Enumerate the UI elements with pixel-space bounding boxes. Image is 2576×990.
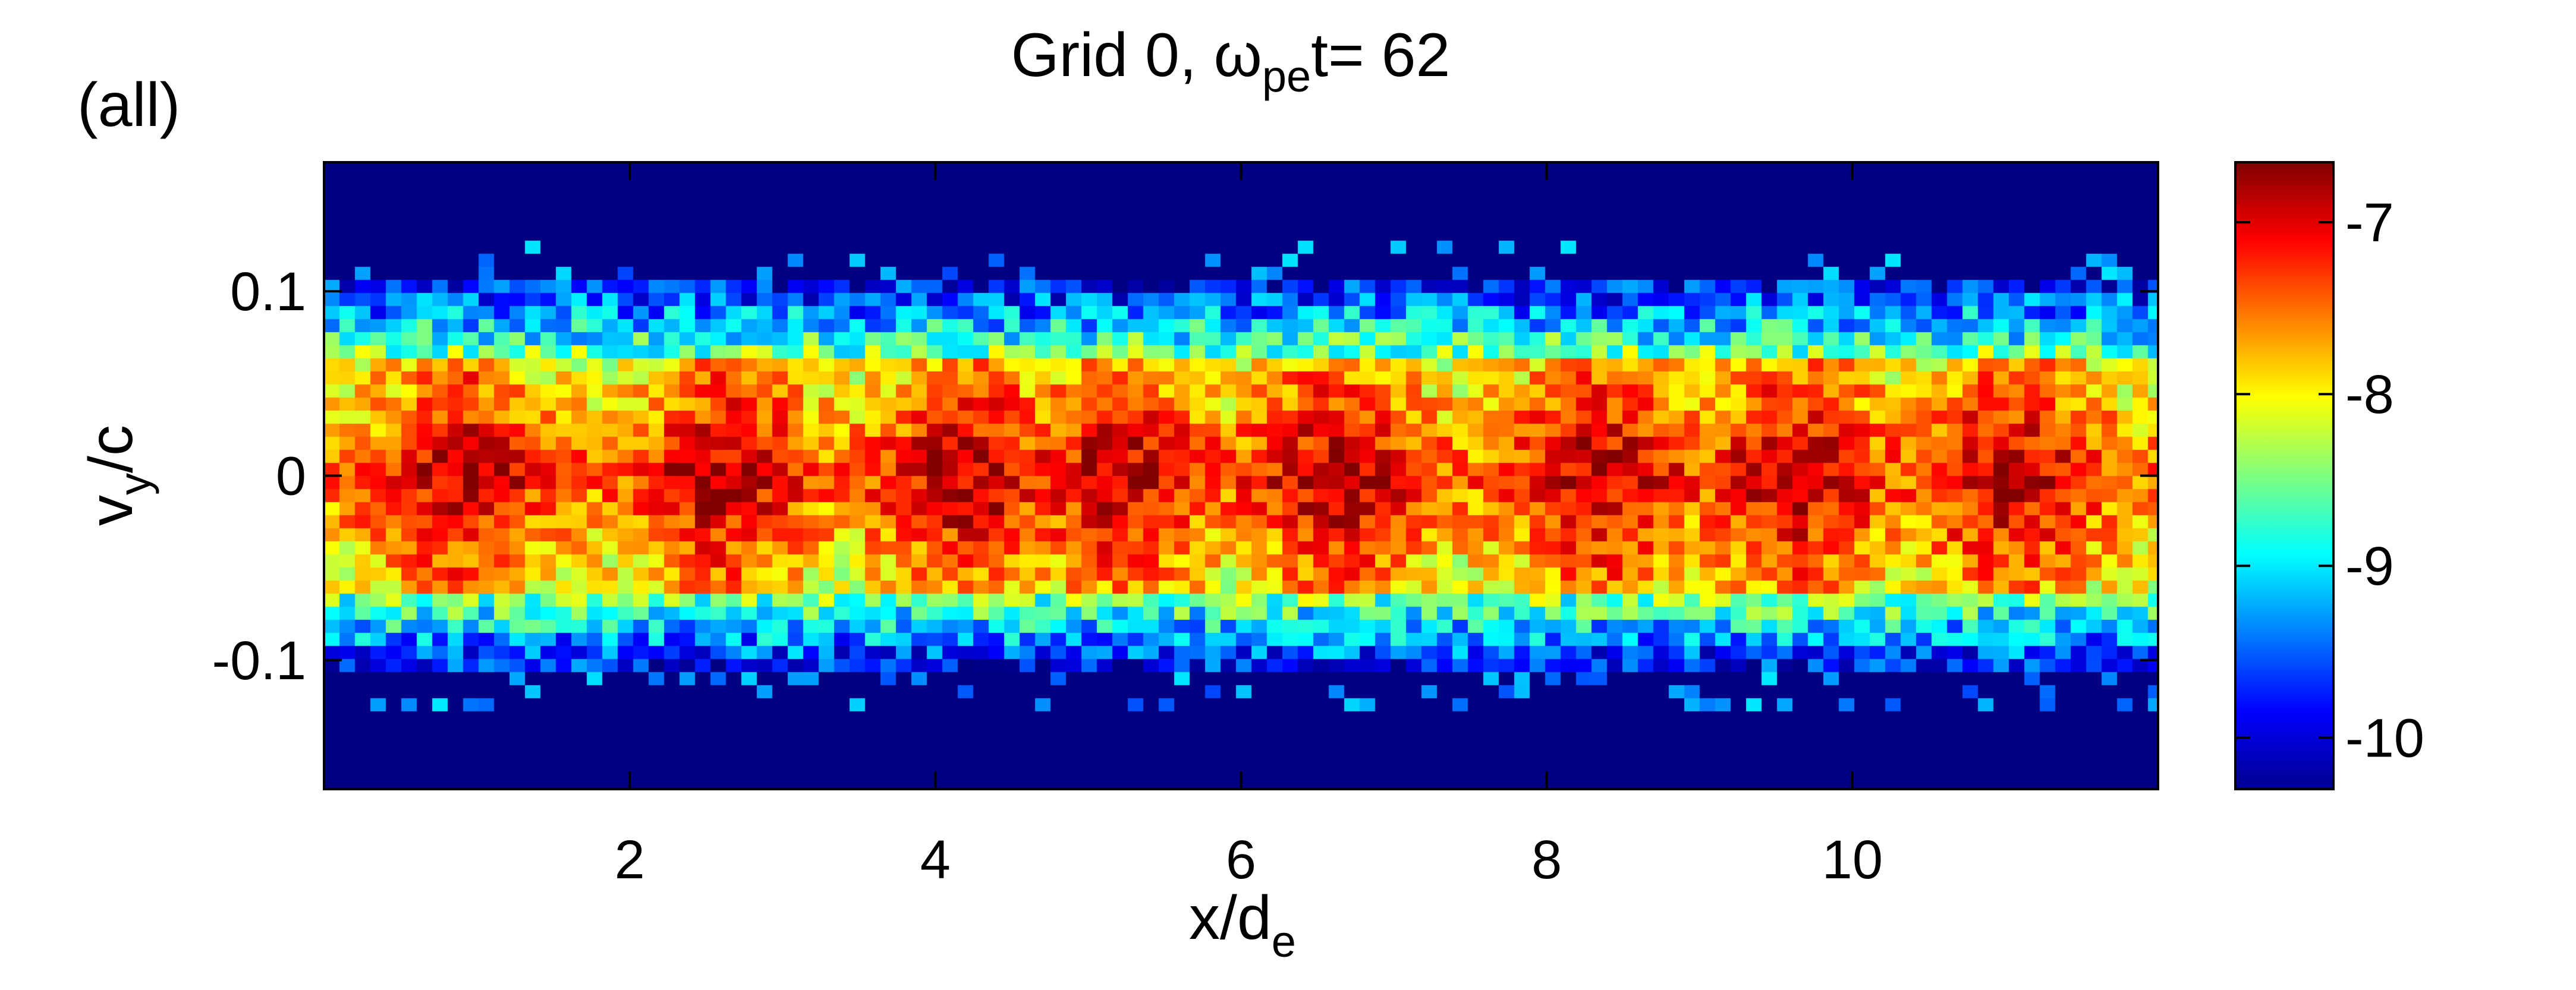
chart-title: Grid 0, ωpet= 62: [1011, 21, 1451, 101]
title-suffix: t= 62: [1311, 21, 1450, 90]
x-axis-ticks: 2 4 6 8 10: [615, 162, 1883, 890]
y-tick-label: 0.1: [230, 261, 306, 322]
y-axis-label-subscript: y: [110, 473, 159, 495]
y-axis-label: vy/c: [77, 425, 159, 526]
colorbar-frame: [2234, 161, 2335, 790]
x-axis-label-main: x/d: [1189, 884, 1272, 953]
y-tick-label: 0: [276, 446, 306, 507]
colorbar-tick-label: -10: [2345, 708, 2424, 768]
colorbar-gradient: [2235, 162, 2333, 789]
x-tick-label: 10: [1822, 830, 1883, 890]
y-tick-label: -0.1: [212, 630, 306, 691]
panel-label: (all): [77, 71, 180, 140]
y-axis-ticks: 0.1 0 -0.1: [212, 261, 2158, 691]
title-prefix: Grid 0, ω: [1011, 21, 1262, 90]
heatmap-plot: [323, 161, 2159, 790]
colorbar-tick-label: -7: [2345, 193, 2394, 253]
colorbar: [2234, 161, 2335, 790]
colorbar-ticks: -7 -8 -9 -10: [2235, 193, 2424, 768]
x-tick-label: 8: [1531, 830, 1562, 890]
x-tick-label: 6: [1226, 830, 1256, 890]
colorbar-tick-label: -9: [2345, 536, 2394, 597]
y-axis-label-suffix: /c: [77, 425, 146, 473]
x-tick-label: 4: [920, 830, 951, 890]
title-subscript: pe: [1262, 52, 1311, 101]
heatmap-field: [324, 162, 2158, 789]
colorbar-tick-label: -8: [2345, 364, 2394, 425]
x-tick-label: 2: [615, 830, 645, 890]
x-axis-label: x/de: [1189, 884, 1296, 966]
y-axis-label-main: v: [77, 495, 146, 526]
x-axis-label-subscript: e: [1272, 917, 1296, 966]
